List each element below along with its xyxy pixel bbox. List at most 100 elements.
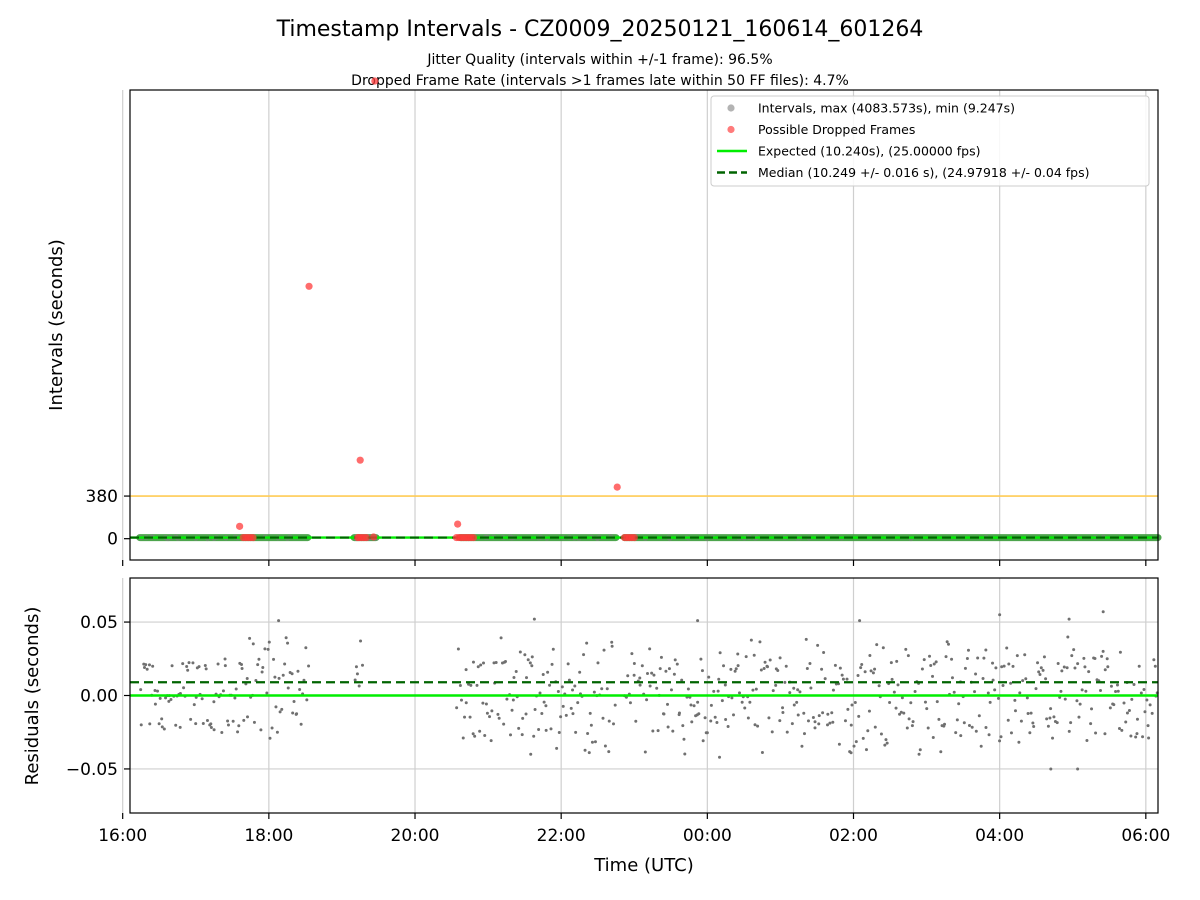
residual-point xyxy=(160,717,164,721)
residual-point xyxy=(1025,696,1029,700)
residual-point xyxy=(1125,711,1129,715)
residual-point xyxy=(700,669,704,673)
residual-point xyxy=(826,712,830,716)
residual-point xyxy=(583,748,587,752)
residual-point xyxy=(496,712,500,716)
residual-point xyxy=(603,744,607,748)
residual-point xyxy=(906,654,910,658)
residual-point xyxy=(1049,707,1053,711)
residual-point xyxy=(499,636,503,640)
residual-point xyxy=(638,683,642,687)
residual-point xyxy=(873,667,877,671)
residual-point xyxy=(305,698,309,702)
residual-point xyxy=(1115,683,1119,687)
residual-point xyxy=(792,686,796,690)
residual-point xyxy=(483,734,487,738)
dropped-frame-point xyxy=(305,282,313,290)
residual-point xyxy=(762,666,766,670)
residual-point xyxy=(759,668,763,672)
residual-point xyxy=(209,725,213,729)
residual-point xyxy=(248,636,252,640)
legend-box xyxy=(710,95,1150,187)
residual-point xyxy=(792,703,796,707)
residual-point xyxy=(1039,666,1043,670)
residual-point xyxy=(151,664,155,668)
residual-point xyxy=(299,722,303,726)
residual-point xyxy=(1083,665,1087,669)
residual-point xyxy=(174,723,178,727)
residual-point xyxy=(991,661,995,665)
residual-point xyxy=(1021,679,1025,683)
residual-point xyxy=(169,698,173,702)
residual-point xyxy=(645,698,649,702)
residual-point xyxy=(974,672,978,676)
residual-point xyxy=(875,643,879,647)
residual-point xyxy=(526,658,530,662)
residual-point xyxy=(537,728,541,732)
residual-point xyxy=(658,667,662,671)
residual-point xyxy=(1019,719,1023,723)
residual-point xyxy=(589,723,593,727)
residual-point xyxy=(1069,721,1073,725)
residual-point xyxy=(817,714,821,718)
residual-point xyxy=(1122,701,1126,705)
residual-point xyxy=(268,736,272,740)
residual-point xyxy=(858,619,862,623)
residual-point xyxy=(736,664,740,668)
residual-point xyxy=(802,732,806,736)
residual-point xyxy=(1000,665,1004,669)
residual-point xyxy=(806,719,810,723)
residual-point xyxy=(192,703,196,707)
residual-point xyxy=(784,664,788,668)
residual-point xyxy=(950,676,954,680)
residual-point xyxy=(246,715,250,719)
residual-point xyxy=(666,702,670,706)
residual-point xyxy=(471,732,475,736)
residual-point xyxy=(1052,715,1056,719)
residual-point xyxy=(643,750,647,754)
residual-point xyxy=(1072,648,1076,652)
residual-point xyxy=(730,696,734,700)
residual-point xyxy=(984,648,988,652)
residual-point xyxy=(204,667,208,671)
residual-point xyxy=(153,688,157,692)
residual-point xyxy=(464,668,468,672)
residual-point xyxy=(768,658,772,662)
residual-point xyxy=(959,734,963,738)
residual-point xyxy=(804,637,808,641)
residual-point xyxy=(1009,731,1013,735)
residual-point xyxy=(281,673,285,677)
residuals-data xyxy=(130,610,1159,771)
residual-point xyxy=(1103,732,1107,736)
residual-point xyxy=(859,666,863,670)
residual-point xyxy=(1060,669,1064,673)
residual-point xyxy=(542,700,546,704)
dropped-frame-point xyxy=(613,483,621,491)
residual-point xyxy=(853,700,857,704)
residual-point xyxy=(517,726,521,730)
residual-point xyxy=(1147,736,1151,740)
residual-point xyxy=(1080,688,1084,692)
residual-point xyxy=(1093,656,1097,660)
residual-point xyxy=(1056,662,1060,666)
residual-point xyxy=(1013,709,1017,713)
residual-point xyxy=(1044,677,1048,681)
residual-point xyxy=(455,706,459,710)
residual-point xyxy=(895,659,899,663)
residual-point xyxy=(240,666,244,670)
residual-point xyxy=(520,733,524,737)
residual-point xyxy=(530,655,534,659)
residual-point xyxy=(754,687,758,691)
residual-point xyxy=(740,700,744,704)
chart-title: Timestamp Intervals - CZ0009_20250121_16… xyxy=(276,17,924,42)
residual-point xyxy=(245,676,249,680)
residual-point xyxy=(197,665,201,669)
residual-point xyxy=(142,666,146,670)
residual-point xyxy=(850,703,854,707)
residual-point xyxy=(888,700,892,704)
residual-point xyxy=(1067,729,1071,733)
residual-point xyxy=(1018,691,1022,695)
residual-point xyxy=(1089,722,1093,726)
residual-point xyxy=(187,661,191,665)
residual-point xyxy=(699,657,703,661)
